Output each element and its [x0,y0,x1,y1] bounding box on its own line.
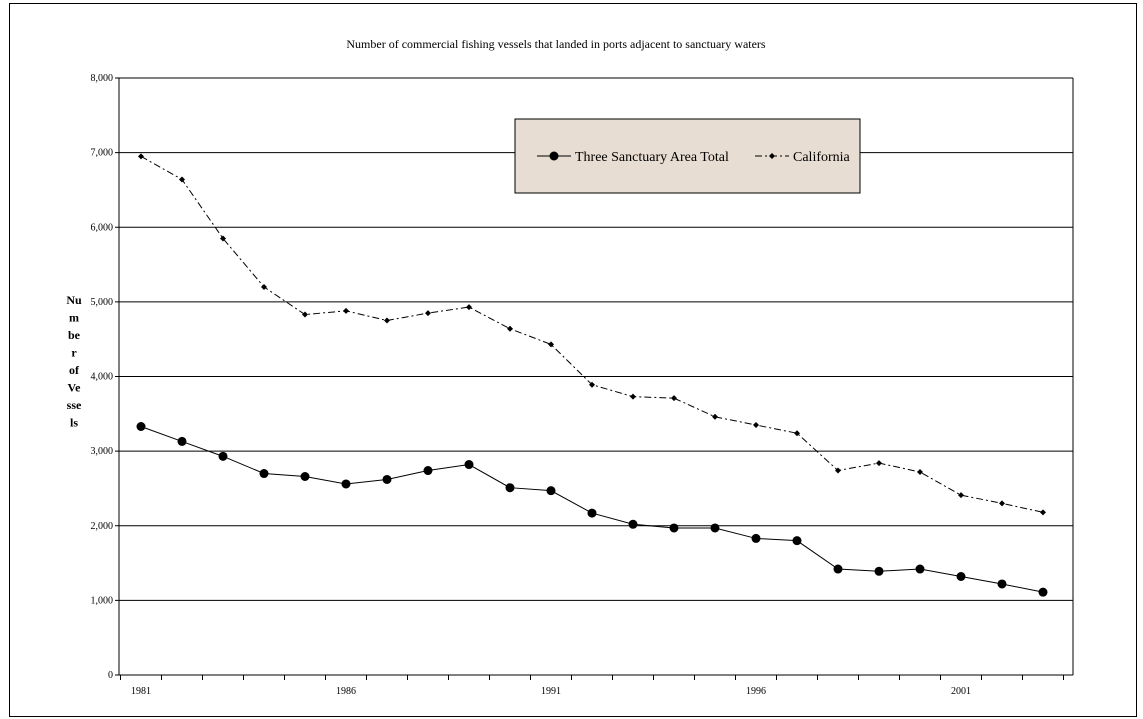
data-point [384,317,390,324]
data-point [833,564,843,574]
data-point [548,341,554,348]
data-point [915,564,925,574]
data-point [671,395,677,402]
data-point [425,310,431,317]
axes: 0 1,000 2,000 3,000 4,000 5,000 6,000 7,000 8,00… [91,73,1074,697]
y-tick-label: 2,000 [91,521,114,532]
data-point [261,283,267,290]
y-axis-label-line: Nu [66,293,82,307]
data-point [958,492,964,499]
data-point [710,523,720,533]
data-point [546,486,556,496]
legend-box [514,118,861,194]
data-point [874,566,884,576]
data-point [917,469,923,476]
chart-frame [9,3,1137,717]
data-point [751,533,761,543]
data-point [712,413,718,420]
data-point [669,523,679,533]
data-point [302,311,308,318]
data-point [179,176,185,183]
series-sanctuary-total [136,421,1048,597]
data-point [300,471,310,481]
y-tick-label: 6,000 [91,222,114,233]
y-tick-label: 1,000 [91,595,114,606]
x-tick-label: 2001 [951,686,971,697]
x-tick-label: 1981 [131,686,151,697]
data-point [792,536,802,546]
y-axis-label-line: Ve [68,381,82,395]
y-tick-label: 0 [108,670,113,681]
data-point [589,381,595,388]
data-point [466,304,472,311]
data-point [999,500,1005,507]
data-point [341,479,351,489]
y-axis-label-line: m [69,311,79,325]
series-line [140,155,1044,513]
y-axis-label-line: of [69,363,80,377]
series-layer [136,153,1048,597]
legend-marker-sanctuary-total [549,151,559,161]
y-axis-label-line: r [71,346,77,360]
legend-marker-california [769,153,775,159]
y-tick-label: 3,000 [91,446,114,457]
data-point [753,422,759,429]
x-tick-label: 1986 [336,686,356,697]
y-tick-label: 7,000 [91,148,114,159]
data-point [464,460,474,470]
data-point [507,325,513,332]
data-point [794,430,800,437]
chart-title: Number of commercial fishing vessels tha… [346,37,766,51]
y-axis-label-line: ls [70,416,78,430]
data-point [628,519,638,529]
data-point [259,469,269,479]
data-point [835,467,841,474]
data-point [587,508,597,518]
series-california [138,153,1046,516]
legend: Three Sanctuary Area Total California [514,118,861,194]
x-tick-label: 1996 [746,686,766,697]
data-point [343,307,349,314]
data-point [1040,509,1046,516]
y-label-mask [55,430,95,444]
data-point [138,153,144,160]
data-point [630,393,636,400]
data-point [177,436,187,446]
data-point [136,421,146,431]
data-point [1038,587,1048,597]
y-tick-label: 4,000 [91,372,114,383]
legend-label-sanctuary-total: Three Sanctuary Area Total [575,150,729,165]
data-point [423,466,433,476]
data-point [505,483,515,493]
data-point [220,235,226,242]
y-axis-label-line: be [68,328,81,342]
y-tick-label: 5,000 [91,297,114,308]
data-point [876,460,882,467]
y-tick-label: 8,000 [91,73,114,84]
y-axis-label: Nu m be r of Ve sse ls [55,293,95,444]
data-point [382,474,392,484]
data-point [218,451,228,461]
legend-label-california: California [793,150,851,165]
x-tick-label: 1991 [541,686,561,697]
y-axis-label-line: sse [67,398,82,412]
data-point [997,579,1007,589]
data-point [956,571,966,581]
